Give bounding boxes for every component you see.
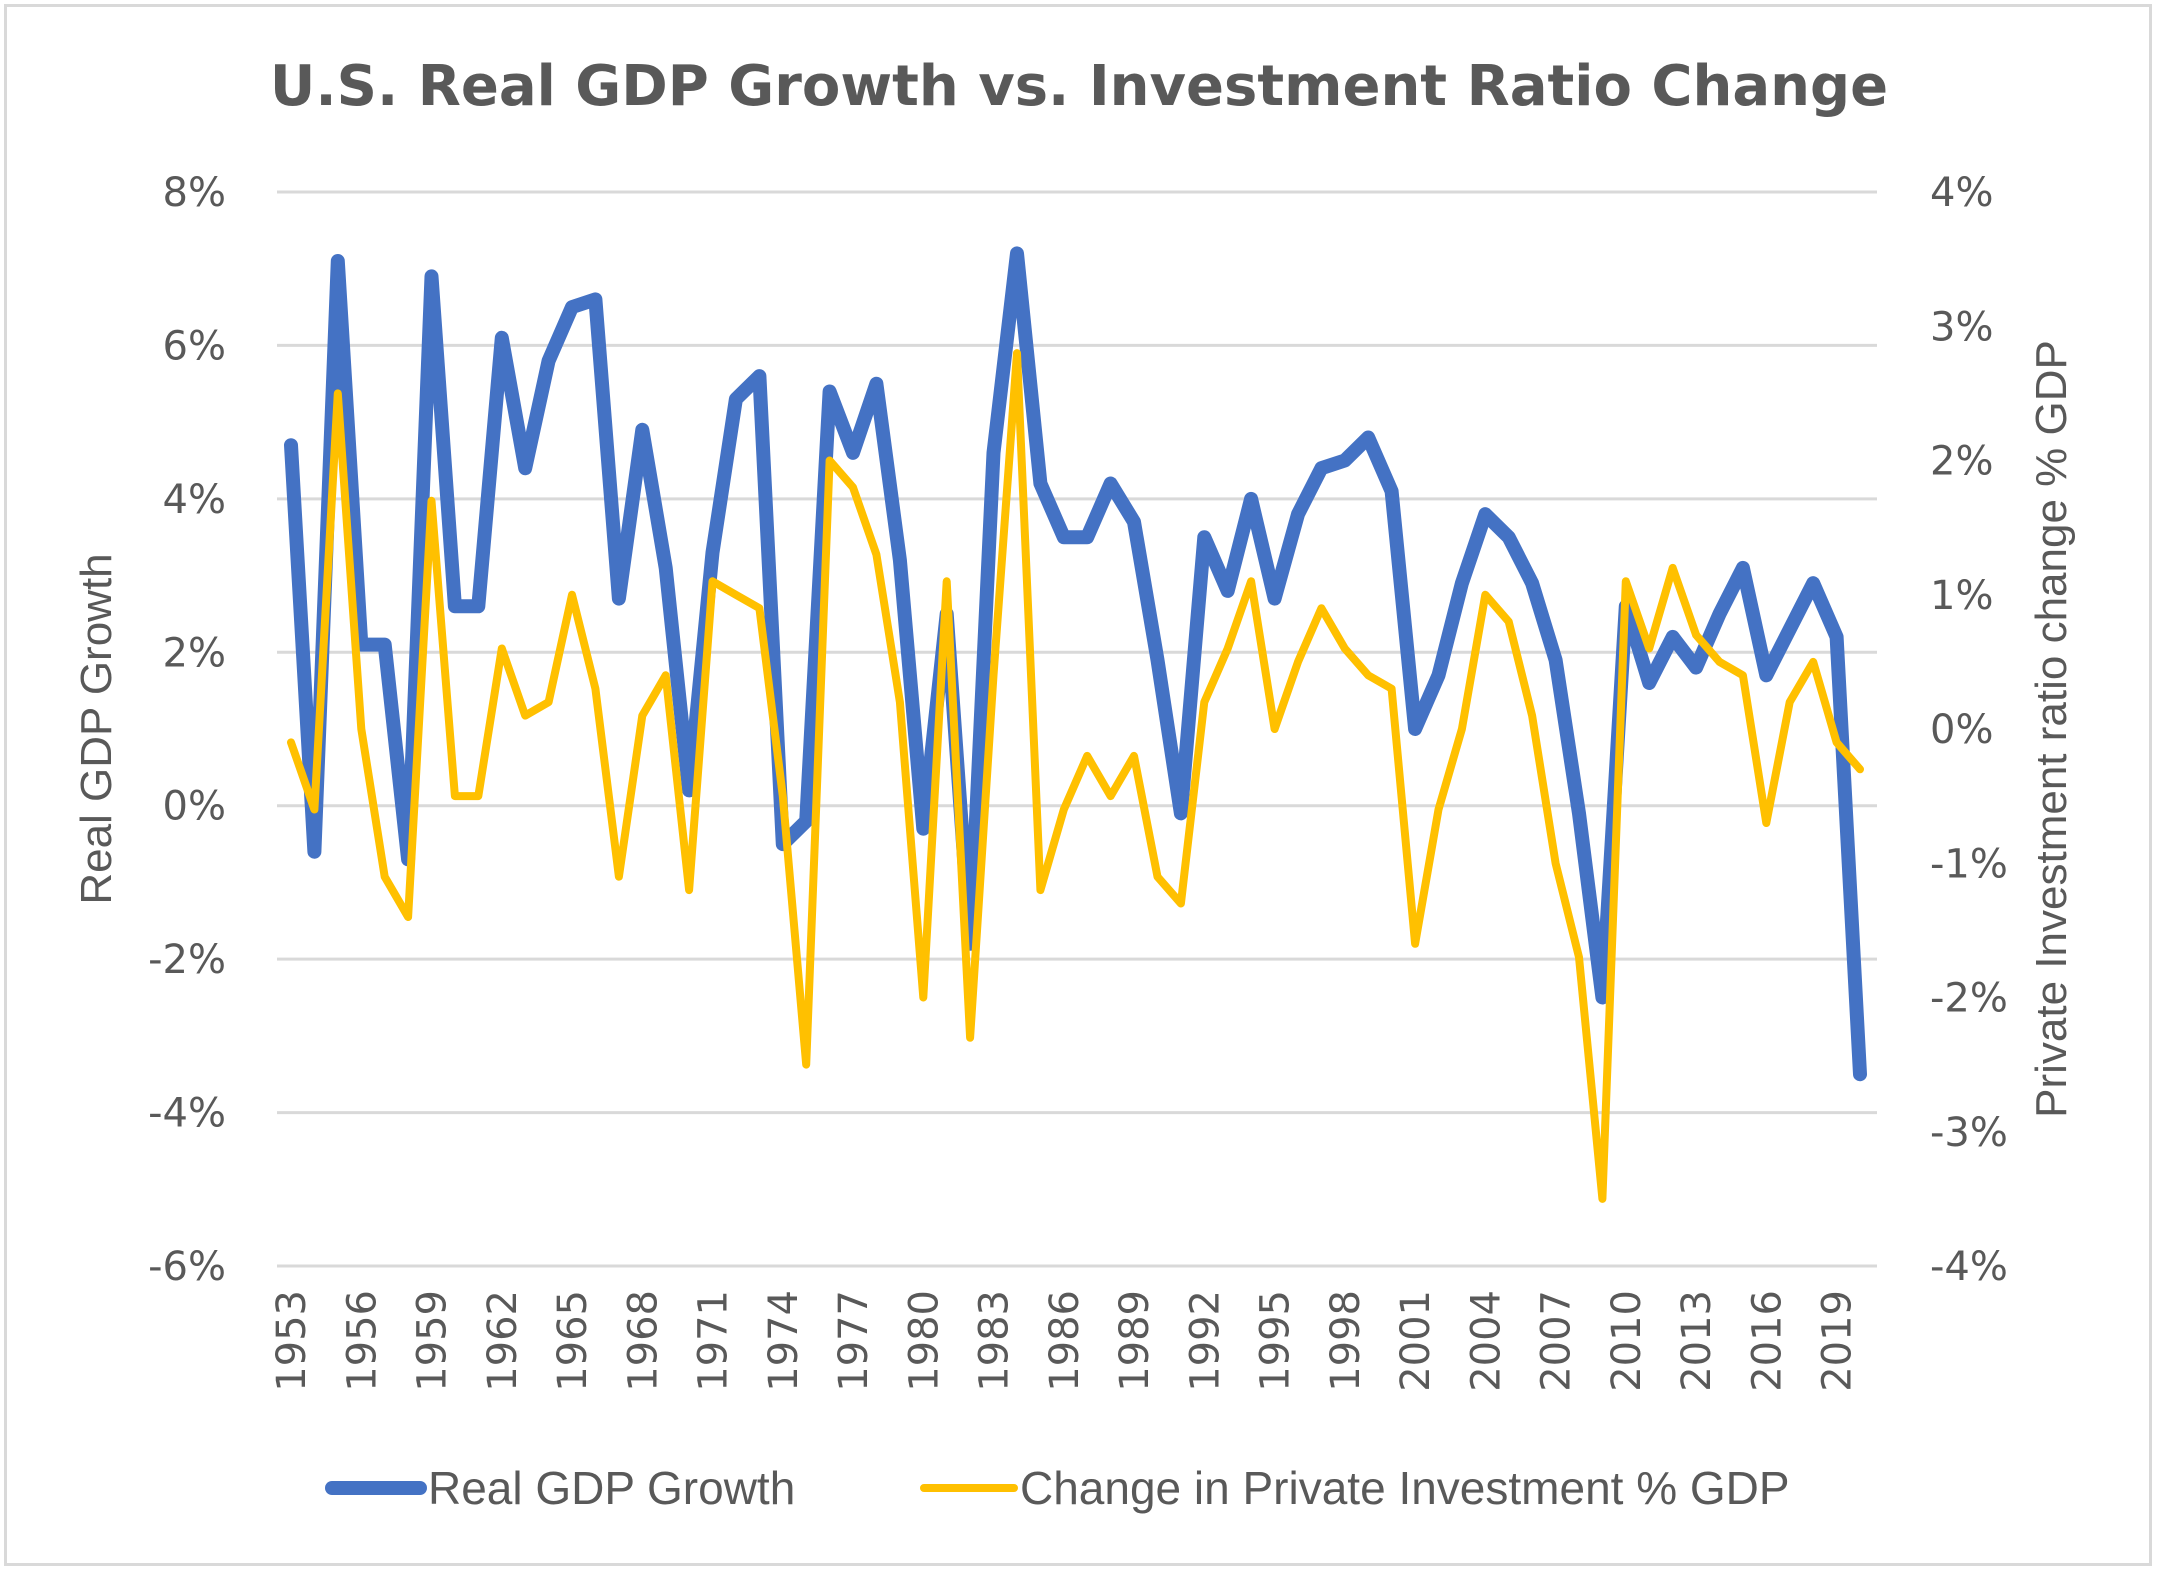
y2-tick-label: -2% [1930,976,2008,1022]
x-tick-label: 1992 [1182,1290,1228,1392]
x-tick-label: 2001 [1393,1290,1439,1392]
y2-tick-label: 1% [1930,573,1993,619]
y-tick-label: 6% [163,323,226,369]
x-tick-label: 2016 [1744,1290,1790,1392]
x-tick-label: 2010 [1604,1290,1650,1392]
x-tick-label: 1953 [269,1290,315,1392]
legend-label-private-investment[interactable]: Change in Private Investment % GDP [1020,1462,1790,1514]
x-tick-label: 1956 [339,1290,385,1392]
y2-tick-label: 0% [1930,707,1993,753]
y-axis-right: 4% 3% 2% 1% 0% -1% -2% -3% -4% [1930,170,2008,1290]
x-tick-label: 1998 [1323,1290,1369,1392]
x-tick-label: 1962 [480,1290,526,1392]
series-lines [284,246,1867,1203]
y-tick-label: 0% [163,784,226,830]
y2-tick-label: 4% [1930,170,1993,216]
y2-tick-label: 3% [1930,304,1993,350]
y-tick-label: 2% [163,630,226,676]
legend-label-real-gdp-growth[interactable]: Real GDP Growth [428,1462,795,1514]
x-tick-label: 1986 [1042,1290,1088,1392]
x-tick-label: 1959 [410,1290,456,1392]
y2-tick-label: -3% [1930,1110,2008,1156]
x-tick-label: 1965 [550,1290,596,1392]
y2-tick-label: -1% [1930,841,2008,887]
y-axis-left-title: Real GDP Growth [72,553,121,904]
series-line-private-investment [287,349,1864,1203]
y-tick-label: -6% [148,1244,226,1290]
x-tick-label: 1974 [761,1290,807,1392]
x-tick-label: 2019 [1815,1290,1861,1392]
x-tick-label: 2004 [1463,1290,1509,1392]
y-tick-label: 4% [163,477,226,523]
gridlines [277,190,1877,1268]
y-tick-label: -4% [148,1091,226,1137]
x-tick-label: 1977 [831,1290,877,1392]
x-tick-label: 1983 [972,1290,1018,1392]
y2-tick-label: 2% [1930,439,1993,485]
series-line-real-gdp-growth [284,246,1867,1082]
x-tick-label: 1971 [691,1290,737,1392]
x-tick-label: 1989 [1112,1290,1158,1392]
x-tick-label: 1980 [901,1290,947,1392]
y2-tick-label: -4% [1930,1244,2008,1290]
x-tick-label: 1995 [1253,1290,1299,1392]
x-tick-label: 2013 [1674,1290,1720,1392]
legend: Real GDP Growth Change in Private Invest… [325,1462,1790,1514]
x-axis: 1953 1956 1959 1962 1965 1968 1971 1974 1977 1980… [269,1290,1861,1392]
y-axis-left: 8% 6% 4% 2% 0% -2% -4% -6% [148,170,226,1290]
y-axis-right-title: Private Investment ratio change % GDP [2027,340,2076,1118]
x-tick-label: 1968 [620,1290,666,1392]
x-tick-label: 2007 [1534,1290,1580,1392]
chart-title: U.S. Real GDP Growth vs. Investment Rati… [270,54,1888,119]
y-tick-label: 8% [163,170,226,216]
y-tick-label: -2% [148,937,226,983]
